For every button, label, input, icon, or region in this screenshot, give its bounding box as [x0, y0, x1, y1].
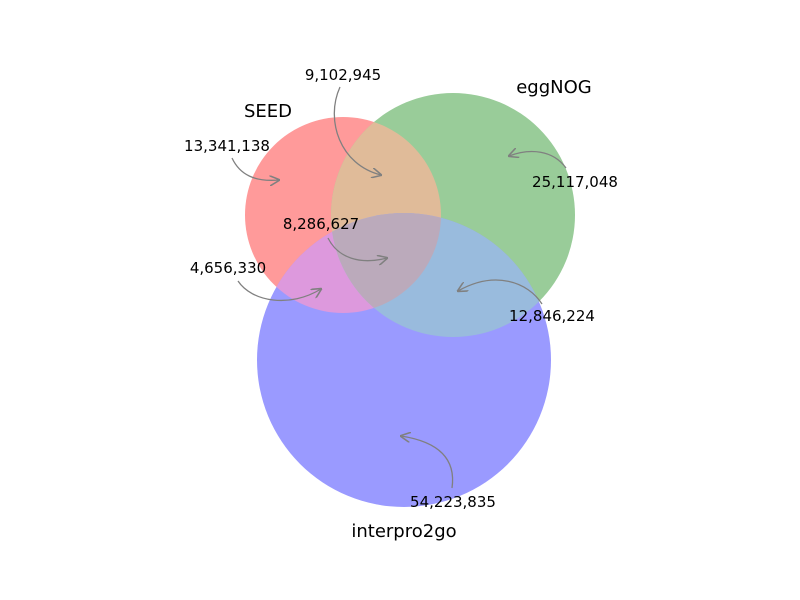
seed-only-arrow	[231, 157, 279, 180]
eggnog-only-arrow	[509, 152, 567, 169]
seed-interpro-count: 4,656,330	[190, 259, 266, 277]
interpro-only-arrow	[401, 436, 454, 489]
eggnog-interpro-arrow	[458, 279, 543, 305]
eggnog-set-label: eggNOG	[516, 77, 592, 98]
seed-eggnog-arrow	[333, 86, 381, 175]
seed-only-count: 13,341,138	[184, 137, 270, 155]
eggnog-interpro-region	[331, 213, 551, 337]
seed-set-label: SEED	[244, 101, 292, 122]
seed-interpro-region	[257, 213, 441, 313]
all-three-count: 8,286,627	[283, 215, 359, 233]
interpro-only-count: 54,223,835	[410, 493, 496, 511]
eggnog-only-count: 25,117,048	[532, 173, 618, 191]
all-three-arrow	[327, 237, 387, 261]
interpro-set-label: interpro2go	[351, 521, 456, 542]
seed-interpro-arrow	[237, 280, 321, 302]
eggnog-interpro-count: 12,846,224	[509, 307, 595, 325]
seed-eggnog-count: 9,102,945	[305, 66, 381, 84]
